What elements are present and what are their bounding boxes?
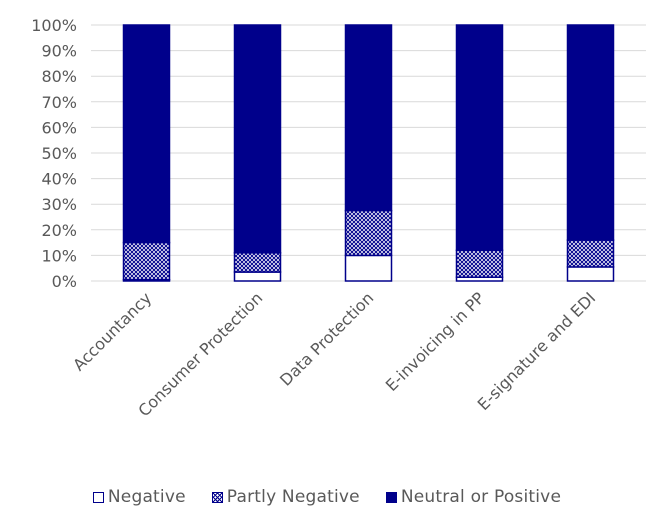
- y-tick-label: 50%: [41, 144, 77, 163]
- x-tick-label: Accountancy: [69, 288, 155, 374]
- bar-segment-partly-negative: [566, 239, 615, 268]
- x-tick-label: E-invoicing in PP: [382, 288, 489, 395]
- chart-plot: 0% 10% 20% 30% 40% 50% 60% 70% 80% 90% 100% Accoun…: [31, 16, 646, 420]
- legend-label-neutral-or-positive: Neutral or Positive: [400, 487, 562, 507]
- y-tick-label: 70%: [41, 93, 77, 112]
- legend-label-negative: Negative: [107, 487, 186, 507]
- bar-segment-partly-negative: [233, 252, 282, 273]
- y-tick-label: 40%: [41, 170, 77, 189]
- x-tick-label: Data Protection: [276, 288, 377, 389]
- bar-segment-neutral-or-positive: [344, 24, 393, 212]
- y-tick-label: 90%: [41, 42, 77, 61]
- legend: Negative Partly Negative Neutral or Posi…: [0, 487, 654, 507]
- legend-swatch-negative: [92, 491, 104, 503]
- bar-segment-negative: [566, 266, 615, 282]
- legend-item-neutral-or-positive: Neutral or Positive: [385, 487, 562, 507]
- legend-item-negative: Negative: [92, 487, 186, 507]
- bar-segment-partly-negative: [344, 209, 393, 257]
- legend-swatch-neutral-or-positive: [385, 491, 397, 503]
- y-tick-label: 60%: [41, 118, 77, 137]
- bar-segment-partly-negative: [455, 249, 504, 278]
- x-tick-label: E-signature and EDI: [474, 288, 600, 414]
- bar-segment-negative: [344, 254, 393, 282]
- bar-segment-neutral-or-positive: [122, 24, 171, 244]
- legend-label-partly-negative: Partly Negative: [226, 487, 360, 507]
- y-tick-label: 80%: [41, 67, 77, 86]
- y-tick-label: 0%: [52, 272, 77, 291]
- legend-swatch-partly-negative: [211, 491, 223, 503]
- bar-segment-neutral-or-positive: [233, 24, 282, 254]
- bar-segment-negative: [233, 271, 282, 282]
- bar-segment-partly-negative: [122, 241, 171, 281]
- x-tick-label: Consumer Protection: [134, 288, 266, 420]
- y-tick-label: 20%: [41, 221, 77, 240]
- bar-segment-neutral-or-positive: [566, 24, 615, 241]
- y-tick-label: 10%: [41, 246, 77, 265]
- legend-item-partly-negative: Partly Negative: [211, 487, 360, 507]
- bar-segment-neutral-or-positive: [455, 24, 504, 252]
- y-tick-label: 100%: [31, 16, 77, 35]
- y-tick-label: 30%: [41, 195, 77, 214]
